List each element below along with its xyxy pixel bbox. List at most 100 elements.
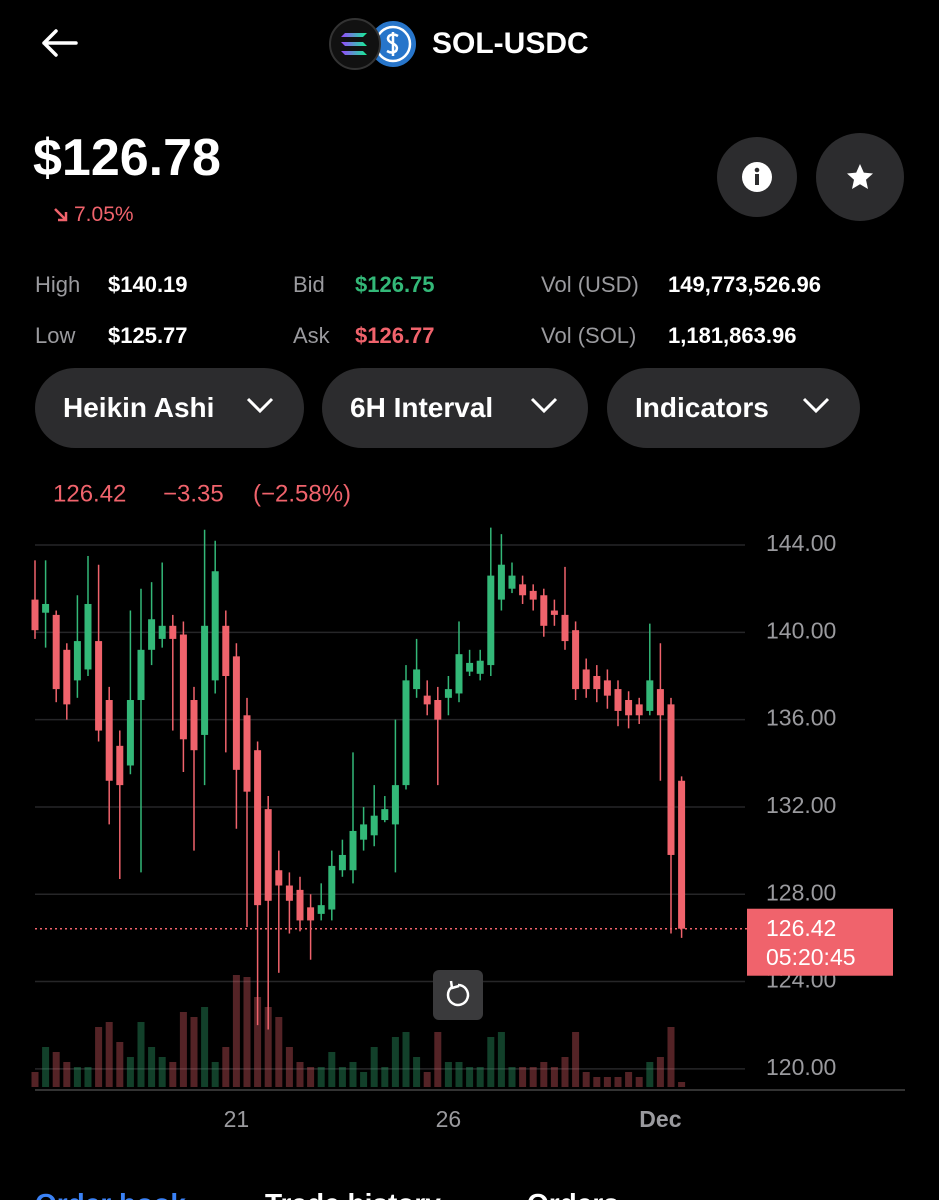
volume-bar (667, 1027, 675, 1087)
x-tick-label: 21 (224, 1106, 250, 1132)
y-tick-label: 128.00 (766, 879, 836, 905)
candle-body (63, 649, 71, 705)
volume-bar (307, 1067, 315, 1087)
candle-body (211, 571, 219, 681)
candle-body (73, 641, 81, 681)
stat-value: $126.77 (355, 323, 435, 348)
candle-body (201, 625, 209, 735)
readout-last: 126.42 (53, 480, 126, 507)
volume-bar (434, 1032, 442, 1087)
volume-bar (413, 1057, 421, 1087)
volume-bar (519, 1067, 527, 1087)
button-bg (433, 970, 483, 1020)
volume-bar (243, 977, 251, 1087)
tab[interactable]: Trade history (265, 1188, 441, 1200)
stat-label: Low (35, 323, 76, 348)
pair-icons (329, 18, 418, 70)
volume-bar (529, 1067, 537, 1087)
dropdown-label: 6H Interval (350, 392, 494, 423)
candle-body (190, 700, 198, 751)
back-button[interactable] (40, 28, 80, 58)
stat-label: Vol (USD) (541, 272, 639, 297)
volume-bar (222, 1047, 230, 1087)
interval-dropdown[interactable]: 6H Interval (322, 368, 588, 448)
volume-bar (360, 1072, 368, 1087)
volume-bar (349, 1062, 357, 1087)
stat-value: 1,181,863.96 (668, 323, 797, 348)
volume-bar (73, 1067, 81, 1087)
volume-bar (179, 1012, 187, 1087)
stat-value: $125.77 (108, 323, 188, 348)
volume-bar (466, 1067, 474, 1087)
y-tick-label: 132.00 (766, 792, 836, 818)
candle-body (31, 599, 39, 631)
candle-body (487, 575, 495, 666)
candle-body (625, 700, 633, 716)
candle-body (656, 689, 664, 716)
tab[interactable]: Orders (527, 1188, 619, 1200)
candle-body (169, 625, 177, 639)
volume-bar (476, 1067, 484, 1087)
candle-body (529, 590, 537, 600)
stat-label: Bid (293, 272, 325, 297)
candle-body (243, 715, 251, 792)
volume-bar (423, 1072, 431, 1087)
volume-bar (593, 1077, 601, 1087)
stat-value: $126.75 (355, 272, 435, 297)
tab[interactable]: Order book (35, 1188, 186, 1200)
candle-body (508, 575, 516, 589)
volume-bar (63, 1062, 71, 1087)
chevron (246, 397, 274, 414)
volume-bar (646, 1062, 654, 1087)
chevron (530, 397, 558, 414)
candle-body (285, 885, 293, 901)
reset-zoom-button[interactable] (433, 970, 483, 1020)
candle-body (95, 641, 103, 731)
dropdown-label: Heikin Ashi (63, 392, 215, 423)
indicators-dropdown[interactable]: Indicators (607, 368, 860, 448)
candle-body (338, 854, 346, 871)
candle-body (116, 745, 124, 786)
volume-bar (656, 1057, 664, 1087)
y-tick-label: 136.00 (766, 705, 836, 731)
volume-bar (635, 1077, 643, 1087)
candle-body (678, 780, 686, 929)
x-tick-label: Dec (639, 1106, 681, 1132)
volume-bar (137, 1022, 145, 1087)
candle-body (635, 704, 643, 716)
candle-body (137, 649, 145, 701)
candle-body (84, 603, 92, 670)
readout-change: −3.35 (163, 480, 224, 507)
volume-bar (625, 1072, 633, 1087)
volume-bar (296, 1062, 304, 1087)
volume-bar (275, 1017, 283, 1087)
candle-body (603, 680, 611, 696)
candle-body (126, 700, 134, 766)
price-change: 7.05% (74, 203, 134, 226)
volume-bar (232, 975, 240, 1087)
info-button[interactable] (717, 137, 797, 217)
y-tick-label: 120.00 (766, 1054, 836, 1080)
chart-type-dropdown[interactable]: Heikin Ashi (35, 368, 304, 448)
candle-body (275, 870, 283, 886)
candle-body (317, 905, 325, 914)
stat-label: Ask (293, 323, 330, 348)
volume-bar (338, 1067, 346, 1087)
candle-body (582, 669, 590, 690)
volume-bar (614, 1077, 622, 1087)
candle-body (519, 584, 527, 596)
stat-label: High (35, 272, 81, 297)
volume-bar (540, 1062, 548, 1087)
favorite-button[interactable] (816, 133, 904, 221)
x-tick-label: 26 (436, 1106, 462, 1132)
candle-body (497, 564, 505, 600)
candle-body (52, 614, 60, 690)
candle-body (381, 809, 389, 821)
candle-body (370, 815, 378, 836)
volume-bar (264, 1007, 272, 1087)
volume-bar (211, 1062, 219, 1087)
volume-bar (126, 1057, 134, 1087)
volume-bar (455, 1062, 463, 1087)
countdown: 05:20:45 (766, 944, 856, 970)
